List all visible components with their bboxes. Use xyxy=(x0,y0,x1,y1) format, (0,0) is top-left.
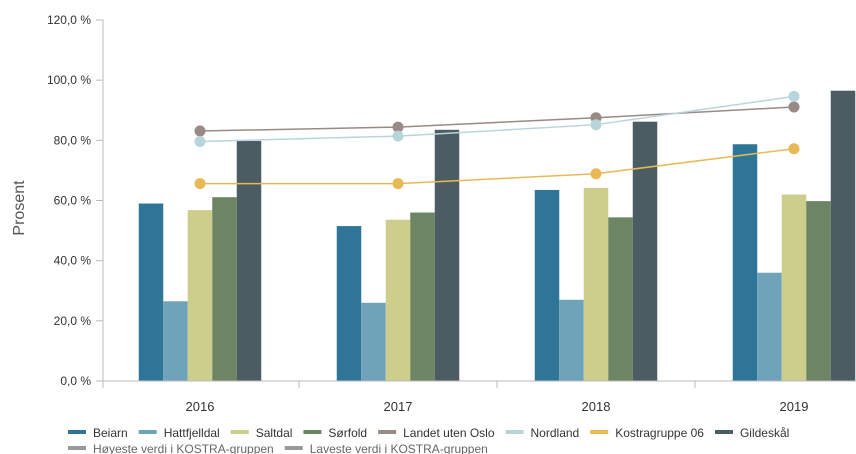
bar-beiarn-2019 xyxy=(732,144,758,381)
legend-swatch xyxy=(68,430,86,434)
y-tick-label: 0,0 % xyxy=(60,374,91,388)
legend-item-hoyeste-verdi-i-kostra-gruppen: Høyeste verdi i KOSTRA-gruppen xyxy=(68,442,274,454)
y-tick-label: 20,0 % xyxy=(54,314,92,328)
point-nordland-2018 xyxy=(590,119,602,131)
legend-swatch xyxy=(68,446,86,450)
point-kostragruppe-06-2019 xyxy=(788,143,800,155)
legend-swatch xyxy=(284,446,303,450)
bar-gildeskal-2019 xyxy=(830,90,856,381)
legend-item-landet-uten-oslo: Landet uten Oslo xyxy=(378,426,495,440)
legend-swatch xyxy=(138,430,157,434)
legend-item-kostragruppe-06: Kostragruppe 06 xyxy=(590,426,704,440)
legend-label: Sørfold xyxy=(328,426,367,440)
legend-label: Nordland xyxy=(531,426,580,440)
bars-layer xyxy=(138,90,856,381)
line-nordland xyxy=(199,95,795,143)
legend-swatch xyxy=(590,430,609,434)
bar-saltdal-2017 xyxy=(385,219,411,381)
bar-saltdal-2016 xyxy=(187,210,213,381)
axis-layer: 0,0 % 20,0 % 40,0 % 60,0 % 80,0 % 100,0 % 120,… xyxy=(47,13,856,414)
legend-item-nordland: Nordland xyxy=(505,426,580,440)
legend-label: Landet uten Oslo xyxy=(403,426,495,440)
bar-sorfold-2019 xyxy=(806,201,831,381)
point-nordland-2016 xyxy=(194,136,206,148)
legend: Beiarn Hattfjelldal Saltdal Sørfold Landet u… xyxy=(68,426,789,454)
legend-swatch xyxy=(303,430,322,434)
x-tick-label: 2018 xyxy=(582,399,611,414)
point-landet-uten-oslo-2019 xyxy=(788,101,800,113)
y-tick-label: 80,0 % xyxy=(54,133,92,147)
bar-gildeskal-2016 xyxy=(236,140,262,381)
bar-hattfjelldal-2016 xyxy=(163,301,188,381)
bar-beiarn-2018 xyxy=(534,189,560,381)
bar-beiarn-2017 xyxy=(336,226,362,381)
bar-hattfjelldal-2017 xyxy=(361,302,386,381)
point-landet-uten-oslo-2017 xyxy=(392,121,404,133)
bar-sorfold-2017 xyxy=(410,212,435,381)
bar-hattfjelldal-2019 xyxy=(757,272,782,381)
legend-swatch xyxy=(505,430,524,434)
point-kostragruppe-06-2018 xyxy=(590,168,602,180)
bar-beiarn-2016 xyxy=(138,203,164,381)
legend-label: Hattfjelldal xyxy=(164,426,220,440)
line-landet-uten-oslo xyxy=(199,106,795,132)
legend-swatch xyxy=(378,430,397,434)
bar-gildeskal-2017 xyxy=(434,129,460,381)
legend-item-beiarn: Beiarn xyxy=(68,426,128,440)
legend-label: Saltdal xyxy=(256,426,293,440)
y-tick-label: 100,0 % xyxy=(47,73,91,87)
y-axis-title: Prosent xyxy=(11,180,28,236)
legend-label: Laveste verdi i KOSTRA-gruppen xyxy=(310,442,488,454)
legend-item-laveste-verdi-i-kostra-gruppen: Laveste verdi i KOSTRA-gruppen xyxy=(284,442,488,454)
bar-gildeskal-2018 xyxy=(632,121,658,381)
point-kostragruppe-06-2016 xyxy=(194,178,206,190)
y-tick-label: 40,0 % xyxy=(54,254,92,268)
x-tick-label: 2017 xyxy=(384,399,413,414)
bar-saltdal-2019 xyxy=(781,194,807,381)
legend-item-saltdal: Saltdal xyxy=(230,426,293,440)
legend-item-gildeskal: Gildeskål xyxy=(714,426,789,440)
point-landet-uten-oslo-2016 xyxy=(194,125,206,137)
legend-item-sorfold: Sørfold xyxy=(303,426,367,440)
x-tick-label: 2019 xyxy=(780,399,809,414)
bar-saltdal-2018 xyxy=(583,187,609,381)
legend-item-hattfjelldal: Hattfjelldal xyxy=(138,426,220,440)
legend-label: Kostragruppe 06 xyxy=(615,426,704,440)
legend-swatch xyxy=(714,430,733,434)
bar-sorfold-2018 xyxy=(608,217,633,381)
legend-label: Gildeskål xyxy=(740,426,789,440)
point-nordland-2017 xyxy=(392,130,404,142)
y-tick-label: 120,0 % xyxy=(47,13,91,27)
bar-sorfold-2016 xyxy=(212,197,237,381)
x-tick-label: 2016 xyxy=(186,399,215,414)
line-kostragruppe-06 xyxy=(200,148,795,185)
legend-label: Beiarn xyxy=(93,426,128,440)
lines-layer xyxy=(194,90,800,190)
y-tick-label: 60,0 % xyxy=(54,194,92,208)
bar-hattfjelldal-2018 xyxy=(559,299,584,381)
legend-label: Høyeste verdi i KOSTRA-gruppen xyxy=(93,442,274,454)
point-kostragruppe-06-2017 xyxy=(392,178,404,190)
point-nordland-2019 xyxy=(788,90,800,102)
legend-swatch xyxy=(230,430,249,434)
